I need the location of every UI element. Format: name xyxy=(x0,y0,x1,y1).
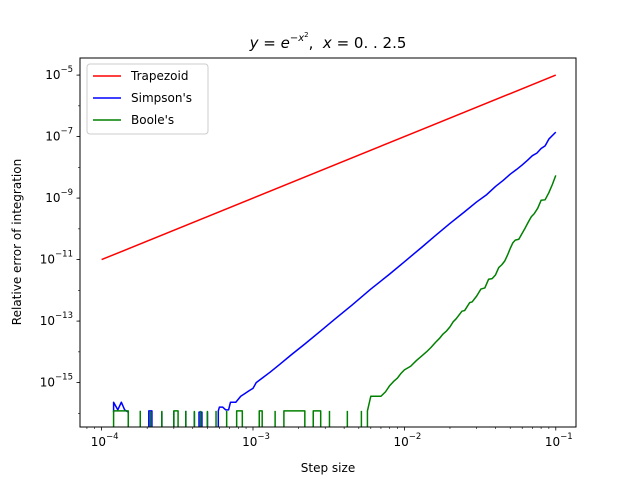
chart-title: y = e−x2, x = 0. . 2.5 xyxy=(249,31,407,52)
y-axis-title: Relative error of integration xyxy=(10,159,24,325)
legend-label-simpson-s: Simpson's xyxy=(131,91,192,105)
x-tick-label: 10−1 xyxy=(545,432,573,449)
title-x-var: x xyxy=(322,34,332,52)
title-y-var: y xyxy=(249,34,260,52)
series-line-boole-s xyxy=(112,175,557,427)
legend-box xyxy=(86,63,209,135)
y-tick-label-base: 10 xyxy=(45,68,60,82)
x-tick-label-base: 10 xyxy=(393,435,408,449)
plot-frame xyxy=(79,57,577,428)
y-tick-label: 10−7 xyxy=(45,127,73,144)
legend-label-trapezoid: Trapezoid xyxy=(130,69,188,83)
x-tick-label: 10−3 xyxy=(242,432,270,449)
y-tick-label: 10−13 xyxy=(40,311,73,328)
title-exponent-pow: 2 xyxy=(304,31,308,39)
x-axis: 10−4 10−3 10−2 10−1 xyxy=(86,427,573,449)
x-tick-label: 10−4 xyxy=(91,432,119,449)
series-layer xyxy=(101,74,557,427)
y-tick-label-exponent: −9 xyxy=(60,188,73,198)
x-tick-label-exponent: −1 xyxy=(560,432,573,442)
y-tick-label-base: 10 xyxy=(45,191,60,205)
title-e-base: e xyxy=(281,34,290,52)
y-tick-label-exponent: −5 xyxy=(60,65,73,75)
x-tick-label-exponent: −4 xyxy=(106,432,119,442)
y-tick-label-exponent: −13 xyxy=(55,311,73,321)
y-tick-label: 10−5 xyxy=(45,65,73,82)
x-tick-label-base: 10 xyxy=(91,435,106,449)
y-tick-label-exponent: −15 xyxy=(55,373,73,383)
title-exponent-x: x xyxy=(297,33,304,44)
y-tick-label: 10−11 xyxy=(40,250,73,267)
y-tick-label: 10−9 xyxy=(45,188,73,205)
x-tick-label: 10−2 xyxy=(393,432,421,449)
y-tick-label-base: 10 xyxy=(40,253,55,267)
x-tick-label-exponent: −3 xyxy=(257,432,270,442)
series-line-trapezoid xyxy=(101,74,557,261)
title-separator: , xyxy=(309,34,323,52)
y-tick-label-exponent: −7 xyxy=(60,127,73,137)
title-range: = 0. . 2.5 xyxy=(332,34,407,52)
x-tick-label-base: 10 xyxy=(242,435,257,449)
x-tick-label-base: 10 xyxy=(545,435,560,449)
legend-label-boole-s: Boole's xyxy=(131,113,174,127)
y-tick-label: 10−15 xyxy=(40,373,73,390)
y-tick-label-base: 10 xyxy=(40,376,55,390)
x-axis-title: Step size xyxy=(301,461,355,475)
legend: Trapezoid Simpson's Boole's xyxy=(86,63,209,135)
y-tick-label-base: 10 xyxy=(40,314,55,328)
y-tick-label-exponent: −11 xyxy=(55,250,73,260)
y-tick-label-base: 10 xyxy=(45,130,60,144)
title-equals: = xyxy=(258,34,280,52)
title-exponent-minus: − xyxy=(290,33,298,44)
x-tick-label-exponent: −2 xyxy=(409,432,422,442)
